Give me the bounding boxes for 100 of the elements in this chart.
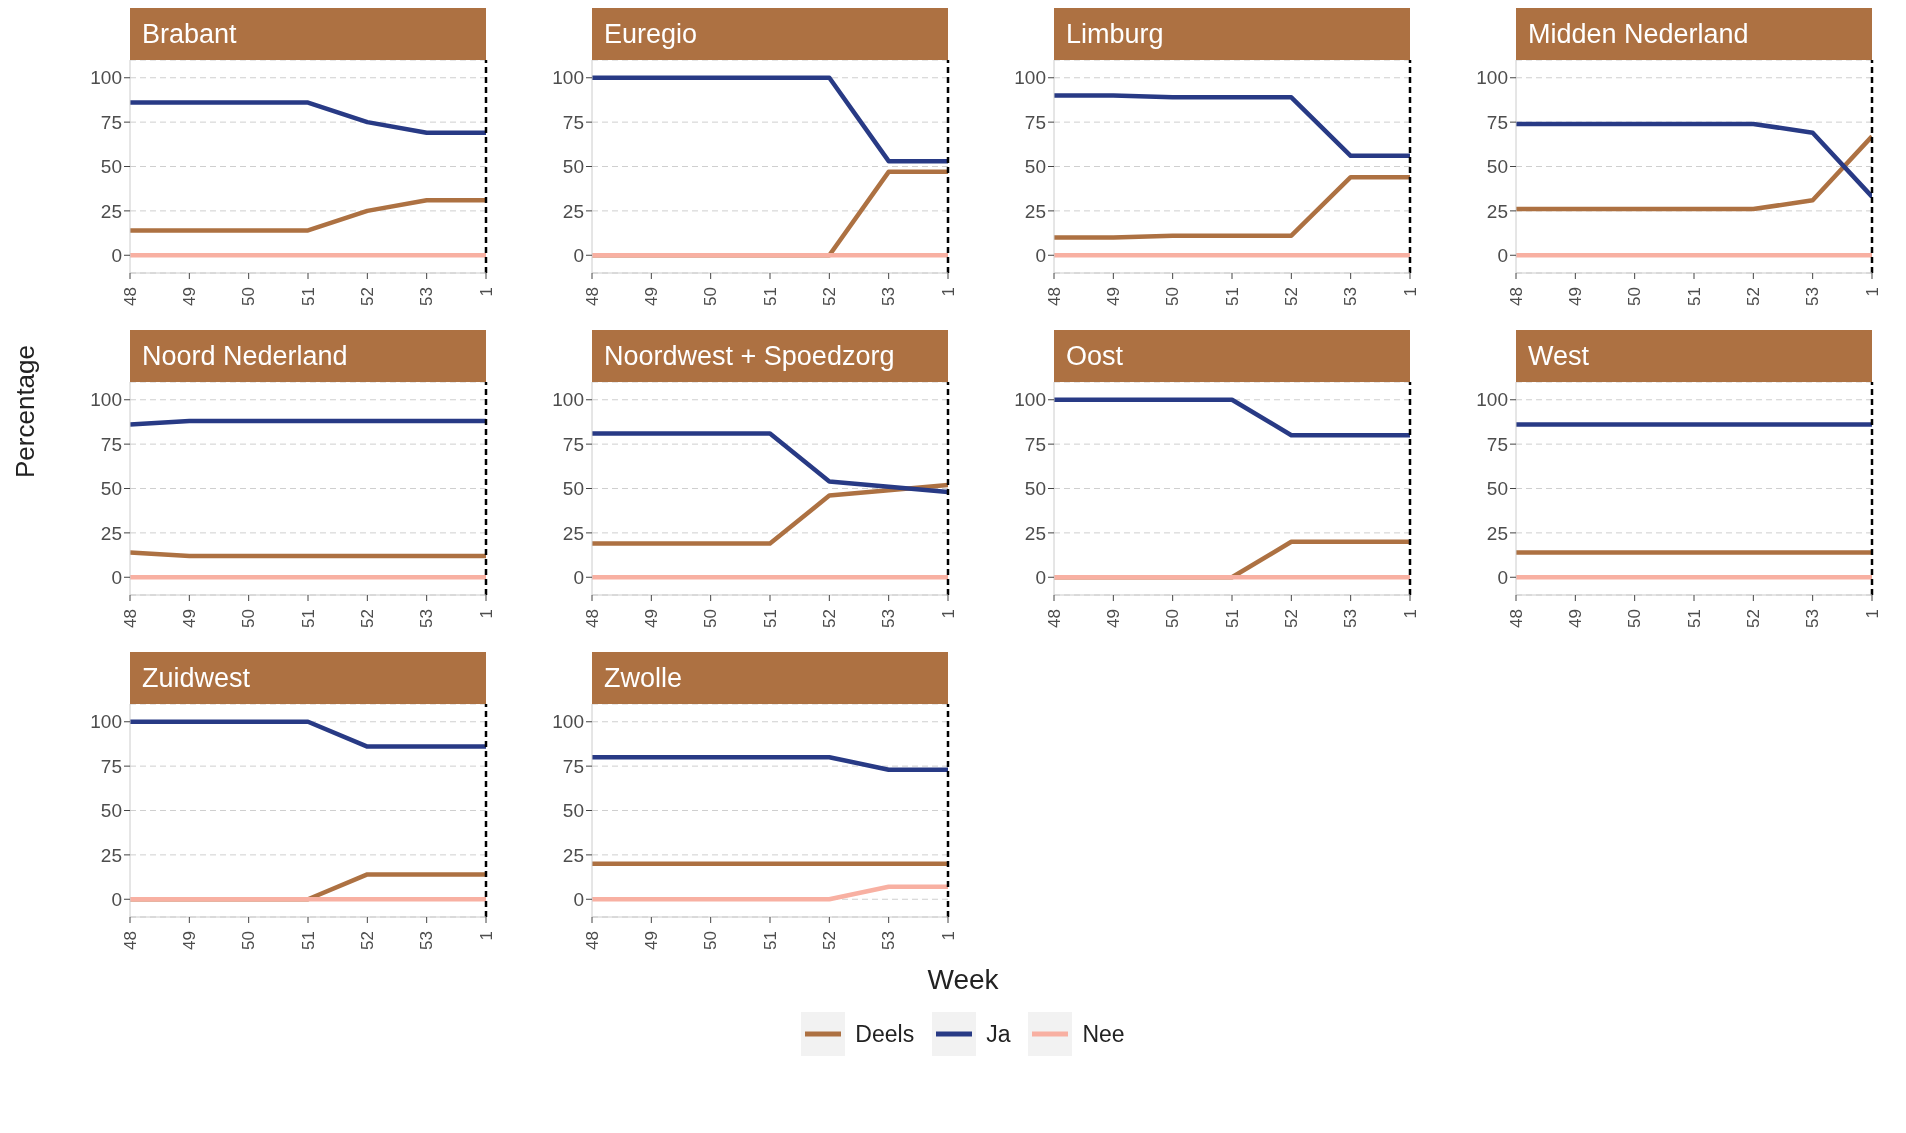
x-tick-label: 53 [1803, 287, 1823, 306]
y-tick-label: 75 [1486, 433, 1508, 455]
x-tick-label: 50 [701, 609, 721, 628]
chart-title: West [1516, 330, 1872, 382]
y-tick-label: 0 [573, 244, 584, 266]
x-tick-label: 52 [357, 931, 377, 950]
y-tick-label: 100 [552, 711, 584, 733]
x-tick-label: 51 [298, 609, 318, 628]
x-tick-label: 49 [641, 609, 661, 628]
line-series [592, 482, 948, 546]
y-tick-label: 0 [1035, 244, 1046, 266]
legend-label: Nee [1082, 1020, 1125, 1048]
x-tick-label: 51 [760, 609, 780, 628]
y-tick-label: 100 [1014, 389, 1046, 411]
y-tick-label: 50 [1024, 156, 1046, 178]
y-tick-label: 75 [562, 755, 584, 777]
y-tick-label: 0 [1035, 566, 1046, 588]
x-tick-label: 49 [179, 287, 199, 306]
x-tick-label: 1 [1862, 609, 1882, 619]
y-tick-label: 0 [573, 566, 584, 588]
y-tick-label: 25 [100, 522, 122, 544]
y-tick-label: 50 [100, 156, 122, 178]
x-tick-label: 51 [760, 931, 780, 950]
x-tick-label: 1 [938, 609, 958, 619]
x-tick-label: 49 [641, 931, 661, 950]
x-tick-label: 51 [298, 931, 318, 950]
y-tick-label: 100 [552, 389, 584, 411]
x-tick-label: 52 [1743, 287, 1763, 306]
chart-title: Brabant [130, 8, 486, 60]
x-tick-label: 51 [1684, 287, 1704, 306]
y-tick-label: 0 [111, 244, 122, 266]
x-tick-label: 1 [476, 287, 496, 297]
x-tick-label: 1 [1400, 609, 1420, 619]
x-tick-label: 51 [1222, 287, 1242, 306]
x-tick-label: 48 [582, 931, 602, 950]
x-tick-label: 48 [120, 287, 140, 306]
x-tick-label: 48 [1044, 609, 1064, 628]
x-tick-label: 49 [1103, 287, 1123, 306]
chart-title: Euregio [592, 8, 948, 60]
chart-title: Noord Nederland [130, 330, 486, 382]
chart-title: Midden Nederland [1516, 8, 1872, 60]
y-tick-label: 0 [111, 888, 122, 910]
y-tick-label: 25 [1024, 200, 1046, 222]
chart-title: Limburg [1054, 8, 1410, 60]
y-tick-label: 100 [90, 389, 122, 411]
y-tick-label: 0 [1497, 244, 1508, 266]
x-tick-label: 50 [239, 931, 259, 950]
y-tick-label: 75 [562, 433, 584, 455]
x-tick-label: 48 [582, 287, 602, 306]
y-tick-label: 100 [90, 711, 122, 733]
y-tick-label: 100 [1476, 67, 1508, 89]
x-tick-label: 53 [879, 609, 899, 628]
y-tick-label: 50 [100, 478, 122, 500]
y-tick-label: 50 [1024, 478, 1046, 500]
x-tick-label: 52 [357, 609, 377, 628]
y-tick-label: 25 [100, 200, 122, 222]
y-tick-label: 75 [1024, 433, 1046, 455]
y-tick-label: 75 [100, 111, 122, 133]
x-tick-label: 50 [239, 287, 259, 306]
chart-title: Noordwest + Spoedzorg [592, 330, 948, 382]
x-tick-label: 53 [417, 287, 437, 306]
y-tick-label: 25 [562, 844, 584, 866]
x-tick-label: 50 [239, 609, 259, 628]
x-tick-label: 49 [179, 609, 199, 628]
x-tick-label: 1 [938, 931, 958, 941]
y-tick-label: 75 [1486, 111, 1508, 133]
x-tick-label: 52 [819, 931, 839, 950]
x-tick-label: 48 [120, 609, 140, 628]
y-tick-label: 50 [100, 800, 122, 822]
y-tick-label: 50 [562, 800, 584, 822]
y-tick-label: 75 [100, 433, 122, 455]
x-tick-label: 52 [1281, 609, 1301, 628]
x-tick-label: 52 [357, 287, 377, 306]
x-tick-label: 48 [1506, 287, 1526, 306]
x-tick-label: 53 [1341, 609, 1361, 628]
x-tick-label: 49 [1103, 609, 1123, 628]
y-tick-label: 25 [1486, 522, 1508, 544]
x-tick-label: 49 [179, 931, 199, 950]
x-tick-label: 50 [1163, 609, 1183, 628]
x-tick-label: 53 [417, 609, 437, 628]
y-tick-label: 25 [562, 200, 584, 222]
y-tick-label: 75 [562, 111, 584, 133]
y-tick-label: 0 [111, 566, 122, 588]
x-tick-label: 53 [879, 931, 899, 950]
y-tick-label: 50 [562, 156, 584, 178]
y-tick-label: 0 [573, 888, 584, 910]
x-tick-label: 48 [1506, 609, 1526, 628]
legend-label: Deels [855, 1020, 915, 1048]
x-tick-label: 50 [1163, 287, 1183, 306]
x-tick-label: 53 [417, 931, 437, 950]
x-tick-label: 51 [1222, 609, 1242, 628]
x-tick-label: 48 [1044, 287, 1064, 306]
y-tick-label: 100 [552, 67, 584, 89]
x-tick-label: 53 [879, 287, 899, 306]
y-tick-label: 25 [1024, 522, 1046, 544]
y-tick-label: 25 [562, 522, 584, 544]
x-tick-label: 48 [582, 609, 602, 628]
x-tick-label: 1 [1400, 287, 1420, 297]
x-tick-label: 48 [120, 931, 140, 950]
x-tick-label: 50 [1625, 287, 1645, 306]
